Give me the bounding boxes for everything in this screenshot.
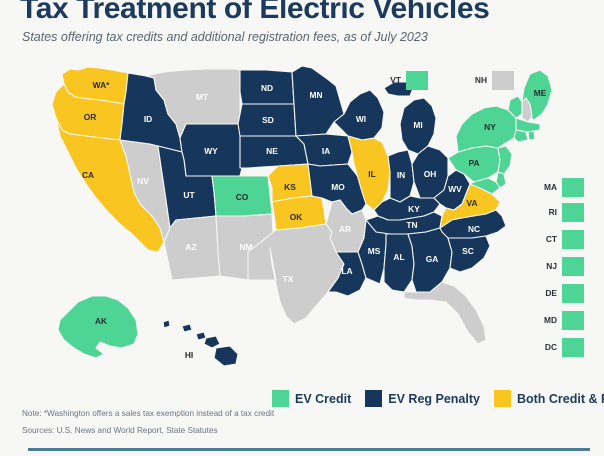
state-HI[interactable]: HI <box>162 319 239 367</box>
inset-label-MA: MA <box>544 182 557 192</box>
inset-label-DE: DE <box>545 288 557 298</box>
legend-label-ev-reg-penalty: EV Reg Penalty <box>388 391 480 406</box>
inset-NJ[interactable]: NJ <box>546 257 584 276</box>
state-RI-shape[interactable] <box>527 130 536 141</box>
state-GA[interactable]: GA <box>407 227 453 293</box>
us-choropleth-map: WA* OR CA NV ID <box>0 52 604 382</box>
inset-DC[interactable]: DC <box>545 338 584 357</box>
state-NE[interactable]: NE <box>239 135 309 169</box>
bottom-rule <box>28 448 590 451</box>
map-legend: EV Credit EV Reg Penalty Both Credit & P… <box>272 390 604 407</box>
inset-label-CT: CT <box>546 234 558 244</box>
state-AL[interactable]: AL <box>383 233 415 293</box>
state-AK[interactable]: AK <box>57 295 139 359</box>
inset-label-DC: DC <box>545 342 557 352</box>
state-label-HI: HI <box>185 350 193 360</box>
inset-label-MD: MD <box>544 315 557 325</box>
state-WY[interactable]: WY <box>179 123 243 177</box>
inset-label-NJ: NJ <box>546 261 557 271</box>
state-IN[interactable]: IN <box>387 149 415 203</box>
legend-item-2[interactable]: Both Credit & Penalty <box>493 390 604 407</box>
legend-item-1[interactable]: EV Reg Penalty <box>365 390 480 407</box>
legend-label-both: Both Credit & Penalty <box>516 391 604 406</box>
page-subtitle: States offering tax credits and addition… <box>22 30 428 44</box>
state-NJ-shape[interactable] <box>497 145 513 175</box>
state-MD-shape[interactable] <box>469 177 501 195</box>
state-MN[interactable]: MN <box>291 65 345 137</box>
inset-label-RI: RI <box>549 207 557 217</box>
state-SC[interactable]: SC <box>447 235 491 273</box>
inset-CT[interactable]: CT <box>546 230 584 249</box>
inset-MA[interactable]: MA <box>544 178 584 197</box>
state-CO[interactable]: CO <box>211 175 273 217</box>
state-AZ[interactable]: AZ <box>163 215 221 281</box>
inset-label-VT: VT <box>390 75 402 85</box>
state-MI[interactable]: MI <box>383 81 437 155</box>
state-NH-shape[interactable] <box>521 97 533 123</box>
state-ND[interactable]: ND <box>239 69 295 105</box>
state-SD[interactable]: SD <box>237 103 297 137</box>
inset-VT[interactable]: VT <box>390 71 428 90</box>
legend-item-0[interactable]: EV Credit <box>272 390 351 407</box>
inset-label-NH: NH <box>475 75 487 85</box>
footnote-note: Note: *Washington offers a sales tax exe… <box>22 409 275 418</box>
map-svg: WA* OR CA NV ID <box>51 65 584 367</box>
inset-NH[interactable]: NH <box>475 71 514 90</box>
inset-MD[interactable]: MD <box>544 311 584 330</box>
legend-swatch-ev-credit <box>272 390 289 407</box>
inset-DE[interactable]: DE <box>545 284 584 303</box>
footnote-sources: Sources: U.S. News and World Report, Sta… <box>22 426 218 435</box>
state-FL[interactable] <box>403 281 487 345</box>
inset-RI[interactable]: RI <box>549 203 584 222</box>
legend-label-ev-credit: EV Credit <box>295 391 352 406</box>
state-CT-shape[interactable] <box>513 129 529 143</box>
legend-swatch-both <box>493 390 511 407</box>
page-title: Tax Treatment of Electric Vehicles <box>20 0 490 25</box>
state-DE-shape[interactable] <box>495 171 507 189</box>
legend-swatch-ev-reg-penalty <box>365 390 383 407</box>
